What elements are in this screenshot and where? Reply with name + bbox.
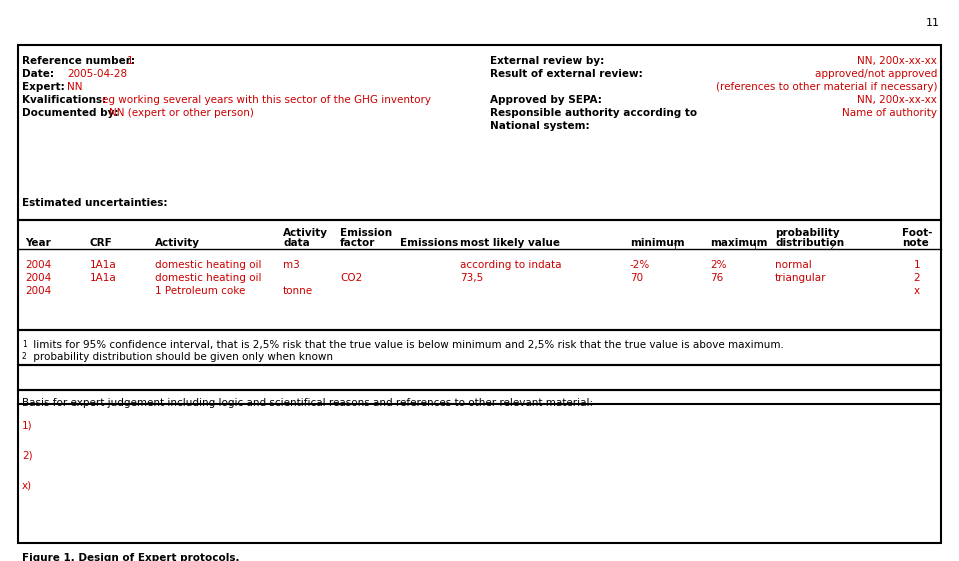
Text: -2%: -2% — [630, 260, 650, 270]
Text: 2: 2 — [913, 273, 920, 283]
Text: 70: 70 — [630, 273, 643, 283]
Text: tonne: tonne — [283, 286, 314, 296]
Text: 1: 1 — [752, 243, 757, 252]
Text: note: note — [902, 238, 928, 248]
Text: Emissions: Emissions — [400, 238, 458, 248]
Text: CO2: CO2 — [340, 273, 363, 283]
Text: 2%: 2% — [710, 260, 727, 270]
Text: Foot-: Foot- — [902, 228, 932, 238]
Text: 73,5: 73,5 — [460, 273, 483, 283]
Text: 1: 1 — [22, 340, 27, 349]
Text: most likely value: most likely value — [460, 238, 560, 248]
Text: according to indata: according to indata — [460, 260, 562, 270]
Text: Year: Year — [25, 238, 51, 248]
Text: Name of authority: Name of authority — [842, 108, 937, 118]
Text: 1A1a: 1A1a — [90, 273, 117, 283]
Text: 2004: 2004 — [25, 260, 51, 270]
Text: 2004: 2004 — [25, 286, 51, 296]
Text: 1 Petroleum coke: 1 Petroleum coke — [155, 286, 246, 296]
Text: x: x — [914, 286, 920, 296]
Text: Emission: Emission — [340, 228, 392, 238]
Text: data: data — [283, 238, 310, 248]
Bar — [18, 45, 941, 220]
Text: National system:: National system: — [490, 121, 590, 131]
Text: Activity: Activity — [155, 238, 200, 248]
Text: Figure 1. Design of Expert protocols.: Figure 1. Design of Expert protocols. — [22, 553, 240, 561]
Text: 1: 1 — [672, 243, 677, 252]
Text: x): x) — [22, 480, 32, 490]
Text: 11: 11 — [926, 18, 940, 28]
Text: NN: NN — [67, 82, 82, 92]
Text: Expert:: Expert: — [22, 82, 65, 92]
Text: 1: 1 — [913, 260, 920, 270]
Text: Estimated uncertainties:: Estimated uncertainties: — [22, 198, 168, 208]
Text: Documented by:: Documented by: — [22, 108, 119, 118]
Text: Responsible authority according to: Responsible authority according to — [490, 108, 697, 118]
Bar — [18, 330, 941, 365]
Text: normal: normal — [775, 260, 811, 270]
Text: 76: 76 — [710, 273, 723, 283]
Text: NN (expert or other person): NN (expert or other person) — [109, 108, 254, 118]
Text: distribution: distribution — [775, 238, 844, 248]
Text: triangular: triangular — [775, 273, 827, 283]
Text: domestic heating oil: domestic heating oil — [155, 260, 262, 270]
Text: Approved by SEPA:: Approved by SEPA: — [490, 95, 602, 105]
Text: 2: 2 — [830, 243, 834, 252]
Bar — [18, 365, 941, 390]
Text: NN, 200x-xx-xx: NN, 200x-xx-xx — [857, 95, 937, 105]
Text: External review by:: External review by: — [490, 56, 604, 66]
Text: Kvalifications:: Kvalifications: — [22, 95, 106, 105]
Text: m3: m3 — [283, 260, 300, 270]
Text: probability: probability — [775, 228, 840, 238]
Text: factor: factor — [340, 238, 375, 248]
Bar — [18, 390, 941, 543]
Text: 2004: 2004 — [25, 273, 51, 283]
Text: probability distribution should be given only when known: probability distribution should be given… — [30, 352, 333, 362]
Text: 1A1a: 1A1a — [90, 260, 117, 270]
Text: (references to other material if necessary): (references to other material if necessa… — [715, 82, 937, 92]
Text: limits for 95% confidence interval, that is 2,5% risk that the true value is bel: limits for 95% confidence interval, that… — [30, 340, 784, 350]
Text: Date:: Date: — [22, 69, 54, 79]
Text: Basis for expert judgement including logic and scientifical reasons and referenc: Basis for expert judgement including log… — [22, 398, 593, 408]
Text: eg working several years with this sector of the GHG inventory: eg working several years with this secto… — [102, 95, 431, 105]
Bar — [18, 220, 941, 330]
Text: approved/not approved: approved/not approved — [814, 69, 937, 79]
Text: domestic heating oil: domestic heating oil — [155, 273, 262, 283]
Text: 1: 1 — [127, 56, 133, 66]
Text: minimum: minimum — [630, 238, 685, 248]
Text: CRF: CRF — [90, 238, 113, 248]
Text: maximum: maximum — [710, 238, 767, 248]
Text: Activity: Activity — [283, 228, 328, 238]
Text: 2005-04-28: 2005-04-28 — [67, 69, 128, 79]
Text: 1): 1) — [22, 420, 33, 430]
Text: Result of external review:: Result of external review: — [490, 69, 643, 79]
Text: 2): 2) — [22, 450, 33, 460]
Text: NN, 200x-xx-xx: NN, 200x-xx-xx — [857, 56, 937, 66]
Text: Reference number:: Reference number: — [22, 56, 135, 66]
Text: 2: 2 — [22, 352, 27, 361]
